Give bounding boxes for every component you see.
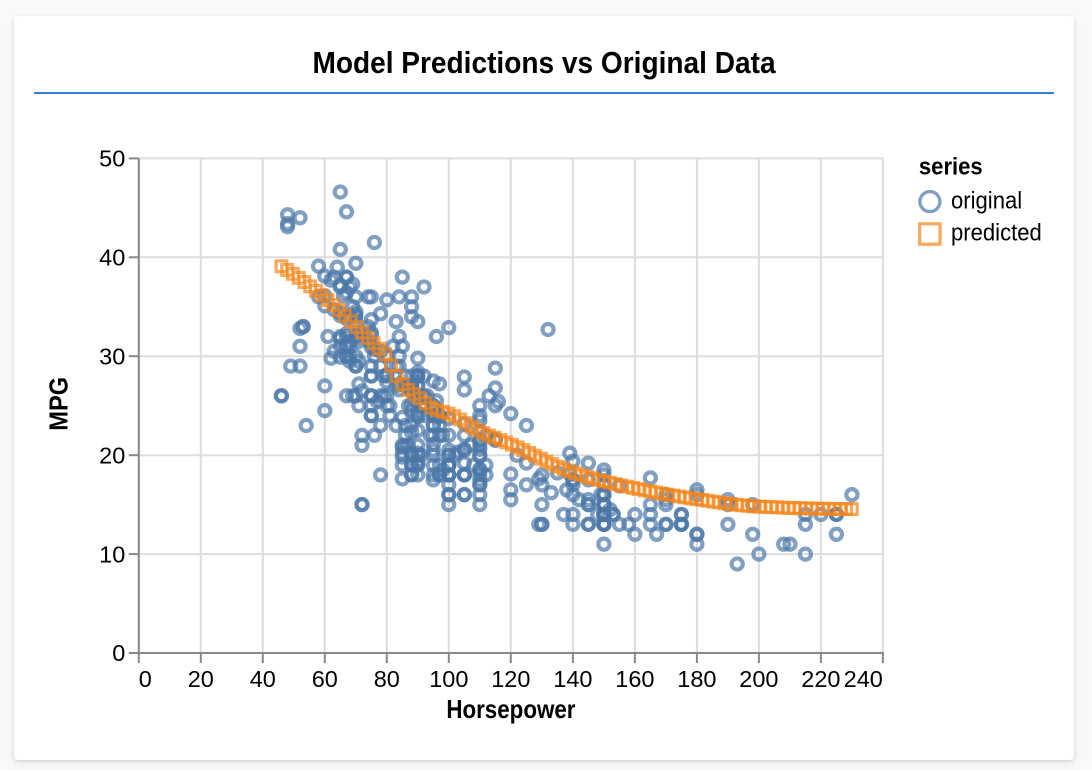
svg-text:200: 200 [739, 666, 778, 692]
svg-text:20: 20 [188, 666, 214, 692]
svg-text:10: 10 [99, 541, 125, 567]
svg-text:100: 100 [429, 666, 468, 692]
svg-text:40: 40 [250, 666, 276, 692]
svg-text:140: 140 [553, 666, 592, 692]
svg-text:series: series [919, 153, 983, 180]
svg-text:220: 220 [801, 666, 840, 692]
svg-text:MPG: MPG [46, 377, 74, 431]
svg-text:original: original [951, 186, 1022, 213]
svg-text:predicted: predicted [951, 219, 1042, 246]
svg-text:Horsepower: Horsepower [446, 695, 576, 724]
svg-text:60: 60 [312, 666, 338, 692]
svg-text:180: 180 [677, 666, 716, 692]
svg-text:80: 80 [374, 666, 400, 692]
svg-text:40: 40 [99, 245, 125, 271]
svg-text:50: 50 [99, 146, 125, 172]
svg-text:120: 120 [491, 666, 530, 692]
svg-text:30: 30 [99, 343, 125, 369]
svg-text:240: 240 [844, 666, 883, 692]
svg-text:20: 20 [99, 442, 125, 468]
svg-text:0: 0 [112, 640, 125, 666]
svg-text:160: 160 [615, 666, 654, 692]
svg-text:0: 0 [139, 666, 152, 692]
